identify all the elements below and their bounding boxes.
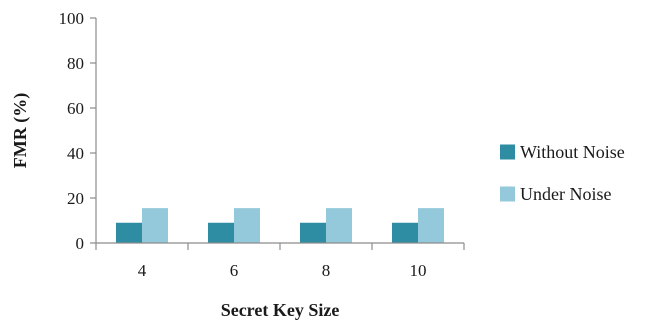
legend-swatch-under-noise [500,186,515,202]
y-tick-label: 80 [67,54,84,73]
y-tick-label: 0 [76,234,85,253]
bar-under-noise-8 [326,208,352,243]
x-tick-label: 4 [138,261,147,280]
y-tick-label: 20 [67,189,84,208]
bar-under-noise-6 [234,208,260,243]
bar-without-noise-8 [300,222,326,243]
bar-under-noise-4 [142,208,168,243]
y-axis-title: FMR (%) [10,93,31,168]
y-axis-ticks: 0 20 40 60 80 100 [59,9,96,253]
bar-under-noise-10 [418,208,444,243]
x-axis-ticks: 4 6 8 10 [95,243,465,280]
x-tick-label: 8 [322,261,331,280]
x-tick-label: 10 [410,261,427,280]
bars [116,208,444,243]
bar-without-noise-6 [208,222,234,243]
x-axis-title: Secret Key Size [221,300,340,320]
legend-swatch-without-noise [500,144,515,160]
x-tick-label: 6 [230,261,239,280]
bar-without-noise-10 [392,222,418,243]
y-tick-label: 60 [67,99,84,118]
y-tick-label: 100 [59,9,85,28]
y-tick-label: 40 [67,144,84,163]
legend-label-without-noise: Without Noise [520,142,625,162]
bar-without-noise-4 [116,222,142,243]
legend-label-under-noise: Under Noise [520,184,611,204]
legend: Without Noise Under Noise [500,142,625,204]
